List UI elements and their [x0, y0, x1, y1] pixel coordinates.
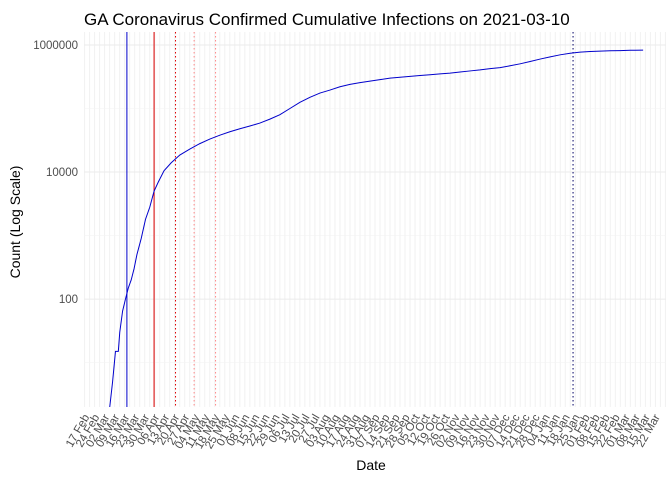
y-axis-title: Count (Log Scale) [7, 166, 23, 279]
grid-lines [84, 32, 666, 407]
series-line [109, 49, 644, 408]
x-axis-title: Date [356, 457, 386, 473]
reference-lines [126, 32, 574, 407]
chart-title: GA Coronavirus Confirmed Cumulative Infe… [84, 10, 570, 29]
y-tick-label: 100 [59, 294, 78, 306]
series-layer [109, 49, 644, 408]
y-tick-label: 10000 [46, 167, 78, 179]
y-axis-ticks: 100 10000 1000000 [33, 40, 78, 306]
y-tick-label: 1000000 [33, 40, 78, 52]
